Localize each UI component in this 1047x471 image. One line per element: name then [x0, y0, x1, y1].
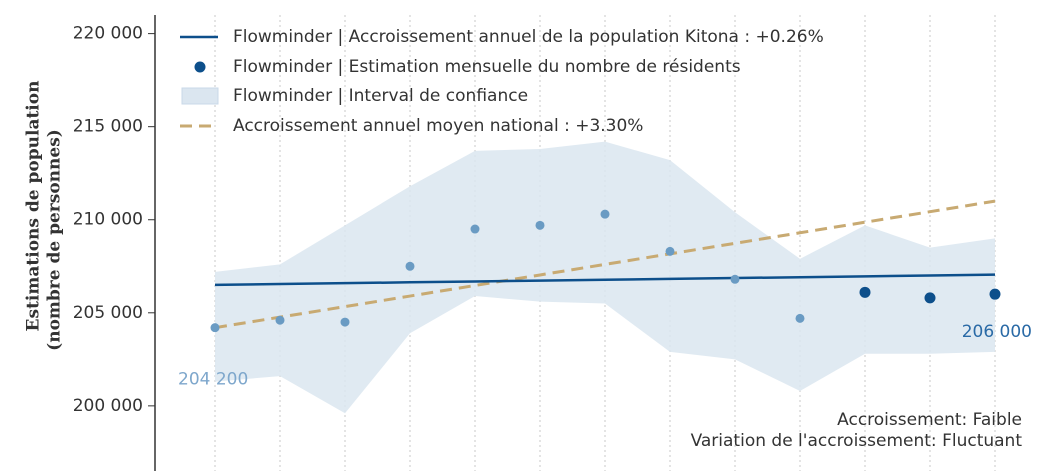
- confidence-band: [215, 141, 995, 414]
- point: [535, 220, 545, 230]
- y-tick-label: 215 000: [73, 117, 143, 137]
- y-tick-label: 210 000: [73, 210, 143, 230]
- trend-line: [214, 273, 996, 287]
- annotation: Accroissement: Faible: [837, 410, 1022, 430]
- y-axis-label: Estimations de population: [24, 81, 44, 332]
- point: [730, 274, 740, 284]
- annotation: Variation de l'accroissement: Fluctuant: [691, 431, 1023, 451]
- point: [340, 317, 350, 327]
- point: [665, 246, 675, 256]
- y-tick-label: 220 000: [73, 24, 143, 44]
- y-tick-label: 200 000: [73, 396, 143, 416]
- point: [859, 286, 871, 298]
- legend-symbol: [181, 87, 219, 105]
- legend-label: Flowminder | Estimation mensuelle du nom…: [233, 57, 741, 77]
- point: [405, 261, 415, 271]
- point: [989, 288, 1001, 300]
- y-axis-label: (nombre de personnes): [45, 129, 65, 351]
- legend-label: Flowminder | Interval de confiance: [233, 86, 528, 106]
- legend-label: Flowminder | Accroissement annuel de la …: [233, 27, 824, 47]
- point: [924, 292, 936, 304]
- point: [275, 315, 285, 325]
- point: [795, 313, 805, 323]
- value-label: 206 000: [962, 322, 1032, 342]
- y-tick-label: 205 000: [73, 303, 143, 323]
- point: [470, 224, 480, 234]
- legend-label: Accroissement annuel moyen national : +3…: [233, 116, 643, 136]
- point: [600, 209, 610, 219]
- point: [210, 323, 220, 333]
- legend-symbol: [194, 61, 206, 73]
- value-label: 204 200: [178, 370, 248, 390]
